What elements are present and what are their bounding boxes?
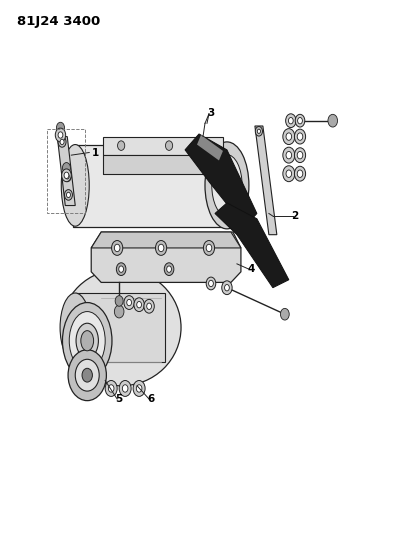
- Ellipse shape: [75, 359, 99, 391]
- Circle shape: [206, 277, 215, 290]
- Circle shape: [114, 305, 124, 318]
- Circle shape: [133, 381, 145, 397]
- Circle shape: [108, 385, 114, 392]
- Text: 81J24 3400: 81J24 3400: [17, 14, 100, 28]
- Circle shape: [285, 114, 295, 127]
- Circle shape: [203, 240, 214, 255]
- Circle shape: [221, 281, 231, 295]
- Circle shape: [115, 296, 123, 306]
- Text: 1: 1: [91, 148, 99, 158]
- Circle shape: [105, 381, 117, 397]
- Polygon shape: [103, 136, 223, 155]
- Polygon shape: [91, 232, 240, 282]
- Circle shape: [201, 141, 208, 150]
- Circle shape: [64, 190, 72, 200]
- Circle shape: [136, 385, 142, 392]
- Circle shape: [144, 300, 154, 313]
- Circle shape: [155, 240, 166, 255]
- Ellipse shape: [76, 323, 98, 358]
- Polygon shape: [184, 134, 256, 227]
- Circle shape: [58, 136, 66, 147]
- Circle shape: [208, 280, 213, 287]
- Circle shape: [57, 122, 64, 133]
- Polygon shape: [215, 203, 288, 288]
- Circle shape: [146, 303, 151, 310]
- Circle shape: [327, 114, 337, 127]
- Circle shape: [166, 266, 171, 272]
- Ellipse shape: [61, 144, 89, 226]
- Circle shape: [114, 244, 119, 252]
- Circle shape: [297, 117, 302, 124]
- Text: 4: 4: [247, 264, 254, 274]
- Circle shape: [294, 114, 304, 127]
- Circle shape: [296, 170, 302, 177]
- Circle shape: [257, 129, 260, 133]
- Circle shape: [255, 126, 262, 136]
- Circle shape: [64, 172, 69, 179]
- Circle shape: [296, 151, 302, 159]
- Polygon shape: [91, 232, 240, 248]
- Circle shape: [118, 266, 123, 272]
- Circle shape: [111, 240, 122, 255]
- Text: 5: 5: [115, 394, 122, 404]
- Ellipse shape: [81, 330, 93, 351]
- Circle shape: [296, 133, 302, 140]
- Circle shape: [126, 300, 131, 306]
- Ellipse shape: [82, 368, 92, 382]
- Polygon shape: [57, 136, 75, 206]
- Circle shape: [294, 166, 305, 181]
- Polygon shape: [196, 135, 223, 160]
- Ellipse shape: [61, 269, 180, 386]
- Circle shape: [62, 163, 70, 173]
- Circle shape: [66, 192, 70, 198]
- Circle shape: [206, 244, 211, 252]
- Circle shape: [294, 148, 305, 163]
- Ellipse shape: [205, 142, 248, 229]
- Circle shape: [116, 263, 126, 276]
- Circle shape: [58, 132, 63, 138]
- Circle shape: [117, 141, 124, 150]
- Circle shape: [61, 169, 71, 182]
- Circle shape: [55, 128, 65, 142]
- Circle shape: [60, 139, 64, 144]
- Circle shape: [65, 174, 69, 179]
- Circle shape: [286, 133, 291, 140]
- Circle shape: [294, 129, 305, 144]
- Circle shape: [119, 381, 131, 397]
- Polygon shape: [75, 293, 165, 362]
- Circle shape: [286, 170, 291, 177]
- Ellipse shape: [211, 155, 241, 216]
- Polygon shape: [254, 126, 276, 235]
- Ellipse shape: [60, 293, 90, 362]
- Polygon shape: [103, 155, 223, 174]
- Circle shape: [280, 309, 288, 320]
- Circle shape: [136, 302, 141, 308]
- Circle shape: [165, 141, 172, 150]
- Ellipse shape: [62, 303, 112, 379]
- Circle shape: [282, 166, 294, 182]
- Circle shape: [158, 244, 164, 252]
- Ellipse shape: [68, 350, 106, 401]
- Ellipse shape: [69, 312, 105, 370]
- Text: 2: 2: [290, 211, 298, 221]
- Circle shape: [286, 151, 291, 159]
- Circle shape: [282, 128, 294, 144]
- Polygon shape: [73, 144, 229, 227]
- Circle shape: [282, 147, 294, 163]
- Circle shape: [63, 171, 71, 182]
- Circle shape: [224, 285, 229, 291]
- Circle shape: [288, 117, 292, 124]
- Circle shape: [164, 263, 173, 276]
- Circle shape: [122, 385, 128, 392]
- Text: 3: 3: [207, 108, 214, 118]
- Circle shape: [124, 296, 134, 310]
- Circle shape: [134, 298, 144, 312]
- Text: 6: 6: [147, 394, 154, 404]
